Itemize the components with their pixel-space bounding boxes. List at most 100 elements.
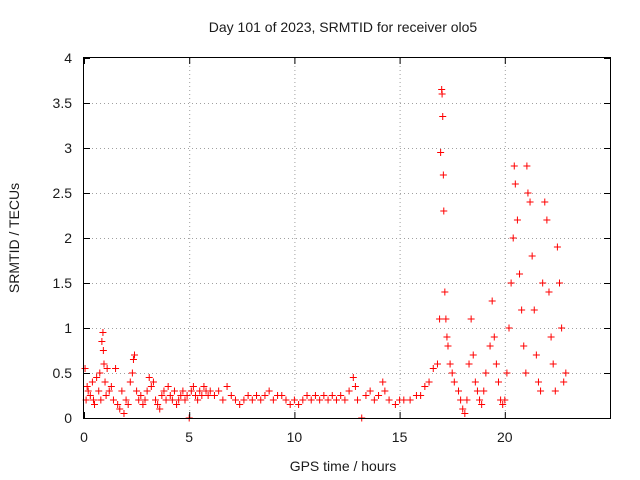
- data-point: [530, 306, 538, 314]
- data-point: [156, 405, 164, 413]
- data-point: [349, 374, 357, 381]
- data-point: [320, 392, 328, 399]
- data-point: [206, 387, 214, 395]
- data-point: [183, 392, 191, 399]
- data-point: [473, 387, 481, 395]
- data-point: [295, 401, 303, 408]
- data-point: [450, 378, 458, 386]
- data-point: [129, 356, 137, 363]
- data-point: [471, 378, 479, 386]
- data-point: [366, 387, 374, 395]
- data-point: [105, 387, 113, 395]
- data-point: [311, 392, 319, 399]
- data-point: [541, 198, 549, 206]
- data-point: [128, 369, 136, 377]
- data-point: [492, 360, 500, 368]
- data-point: [522, 369, 530, 377]
- data-point: [149, 378, 157, 386]
- data-point: [100, 360, 108, 368]
- data-point: [459, 405, 467, 413]
- data-point: [204, 392, 212, 399]
- grid-lines: [84, 58, 610, 418]
- data-point: [88, 378, 96, 386]
- data-point: [436, 315, 444, 323]
- data-point: [316, 396, 324, 404]
- data-point: [265, 387, 273, 395]
- data-point: [130, 351, 138, 359]
- data-point: [406, 396, 414, 404]
- data-point: [93, 374, 101, 381]
- data-point: [480, 387, 488, 395]
- data-point: [523, 162, 531, 170]
- data-point: [556, 279, 564, 287]
- data-point: [425, 378, 433, 386]
- data-point: [537, 387, 545, 395]
- data-point: [133, 387, 141, 395]
- data-point: [509, 234, 517, 242]
- data-point: [86, 392, 94, 399]
- data-point: [99, 347, 107, 354]
- data-point: [257, 396, 265, 404]
- x-tick-label: 0: [80, 429, 88, 445]
- data-point: [385, 396, 393, 404]
- data-point: [505, 324, 513, 332]
- data-point: [223, 383, 231, 390]
- data-point: [143, 387, 151, 395]
- data-point: [379, 378, 387, 386]
- data-point: [511, 180, 519, 188]
- data-point: [103, 365, 111, 372]
- data-point: [160, 387, 168, 395]
- data-point: [381, 387, 389, 395]
- data-point: [539, 279, 547, 287]
- data-point: [490, 333, 498, 341]
- y-tick-label: 2: [64, 230, 72, 246]
- data-point: [83, 383, 91, 390]
- chart-title: Day 101 of 2023, SRMTID for receiver olo…: [209, 19, 478, 35]
- data-point: [112, 365, 120, 372]
- data-point: [99, 329, 107, 336]
- data-point: [196, 387, 204, 395]
- data-point: [501, 396, 509, 404]
- data-point: [177, 392, 185, 399]
- data-point: [215, 387, 223, 395]
- data-point: [351, 383, 359, 390]
- data-point: [438, 90, 446, 98]
- data-point: [158, 392, 166, 399]
- data-point: [441, 288, 449, 296]
- data-point: [231, 396, 239, 404]
- data-point: [375, 392, 383, 399]
- data-point: [439, 113, 447, 120]
- y-tick-label: 1: [64, 320, 72, 336]
- y-tick-label: 4: [64, 50, 72, 66]
- data-point: [261, 392, 269, 399]
- data-point: [175, 396, 183, 404]
- data-point: [439, 171, 447, 179]
- data-point: [269, 396, 277, 404]
- data-point: [444, 342, 452, 350]
- data-point: [219, 396, 227, 404]
- data-point: [526, 198, 534, 206]
- data-point: [499, 401, 507, 408]
- data-point: [448, 369, 456, 377]
- data-point: [116, 405, 124, 413]
- data-point: [120, 410, 128, 417]
- data-point: [545, 288, 553, 296]
- data-point: [189, 383, 197, 390]
- data-point: [170, 387, 178, 395]
- data-point: [164, 383, 172, 390]
- y-tick-label: 3: [64, 140, 72, 156]
- data-point: [91, 401, 99, 408]
- data-point: [362, 392, 370, 399]
- data-point: [345, 387, 353, 395]
- data-point: [118, 387, 126, 395]
- data-point: [337, 392, 345, 399]
- data-point: [370, 396, 378, 404]
- data-point: [520, 342, 528, 350]
- data-point: [248, 396, 256, 404]
- data-point: [145, 374, 153, 381]
- data-point: [244, 392, 252, 399]
- data-point: [122, 396, 130, 404]
- data-point: [227, 392, 235, 399]
- data-point: [518, 306, 526, 314]
